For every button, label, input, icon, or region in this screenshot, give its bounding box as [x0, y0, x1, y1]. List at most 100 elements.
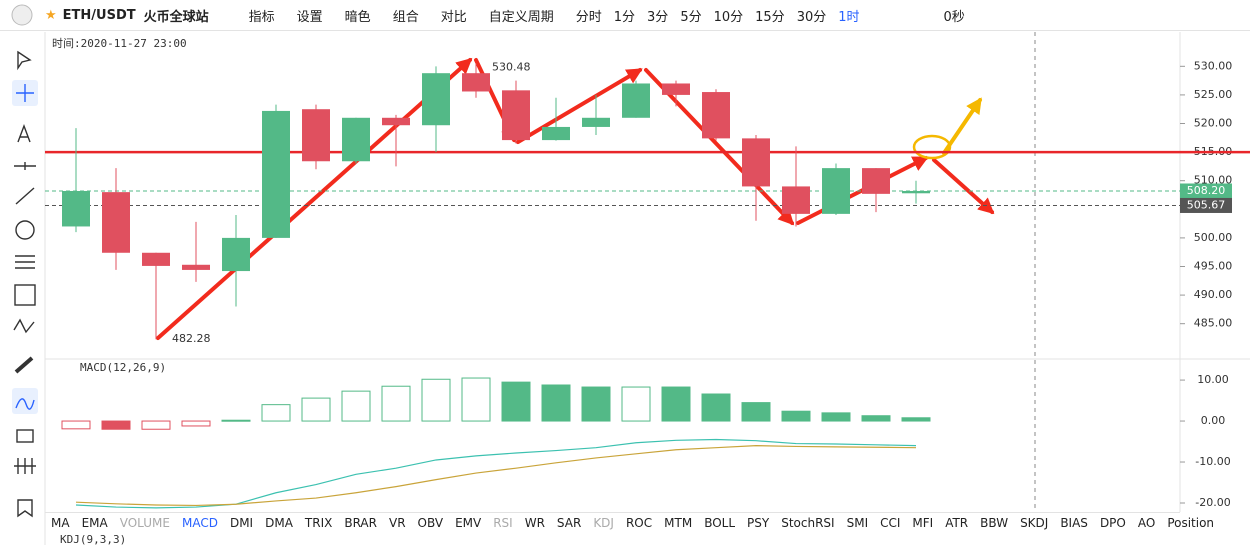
- y-tick-label: 485.00: [1194, 317, 1233, 330]
- macd-bar: [821, 412, 851, 422]
- y-tick-label: 510.00: [1194, 174, 1233, 187]
- interval[interactable]: 1分: [613, 9, 636, 25]
- text-tool[interactable]: [17, 124, 31, 143]
- ruler-tool[interactable]: [14, 356, 34, 374]
- interval[interactable]: 分时: [575, 9, 602, 25]
- indicator-tab[interactable]: KDJ: [593, 516, 614, 530]
- candle-body: [262, 110, 290, 238]
- star[interactable]: ★: [45, 7, 57, 23]
- indicator-tool[interactable]: [14, 458, 36, 474]
- cross-tool[interactable]: [16, 84, 34, 102]
- interval[interactable]: 5分: [680, 9, 702, 25]
- indicator-tab[interactable]: ROC: [625, 516, 653, 530]
- candle-body: [342, 117, 370, 162]
- cursor-tool[interactable]: [17, 50, 32, 71]
- indicator-tab[interactable]: TRIX: [304, 516, 333, 530]
- bookmark-tool[interactable]: [17, 499, 33, 518]
- toolbar-button[interactable]: 自定义周期: [488, 9, 554, 25]
- measure-tool[interactable]: [14, 284, 36, 306]
- macd-bar: [101, 420, 131, 430]
- toolbar-button[interactable]: 对比: [440, 9, 467, 25]
- macd-bar: [501, 381, 531, 422]
- fib-tool[interactable]: [15, 187, 35, 205]
- dea-line: [75, 445, 917, 507]
- toolbar-button[interactable]: 指标: [248, 9, 275, 25]
- candle-body: [782, 186, 810, 214]
- indicator-tab[interactable]: DPO: [1099, 516, 1126, 530]
- indicator-tab[interactable]: AO: [1137, 516, 1156, 530]
- interval[interactable]: 1时: [838, 9, 860, 25]
- high-label: 530.48: [492, 61, 531, 74]
- toolbar-button[interactable]: 暗色: [344, 9, 371, 25]
- indicator-tab[interactable]: SKDJ: [1020, 516, 1049, 530]
- indicator-tab[interactable]: StochRSI: [781, 516, 835, 530]
- indicator-tab[interactable]: SAR: [556, 516, 582, 530]
- toolbar-button[interactable]: 组合: [392, 9, 419, 25]
- macd-bar: [901, 417, 931, 422]
- candle-body: [662, 83, 690, 95]
- macd-bar: [61, 420, 91, 430]
- countdown: 0秒: [943, 9, 965, 25]
- line-tool[interactable]: [14, 162, 36, 170]
- candle-body: [422, 73, 450, 126]
- macd-bar: [861, 415, 891, 422]
- indicator-tab[interactable]: DMI: [229, 516, 254, 530]
- indicator-tab[interactable]: EMA: [81, 516, 108, 530]
- arrow: [942, 97, 982, 155]
- macd-bar: [541, 384, 571, 422]
- indicator-tab[interactable]: CCI: [880, 516, 901, 530]
- indicator-tab[interactable]: VOLUME: [119, 516, 170, 530]
- indicator-tab[interactable]: ATR: [945, 516, 969, 530]
- y-tick-label: 495.00: [1194, 259, 1233, 272]
- indicator-tab[interactable]: BOLL: [704, 516, 736, 530]
- indicator-tab[interactable]: BRAR: [344, 516, 377, 530]
- logo: [11, 4, 33, 25]
- indicator-tab[interactable]: OBV: [417, 516, 444, 530]
- low-label: 482.28: [172, 332, 211, 345]
- wave-tool[interactable]: [13, 318, 35, 334]
- candle-body: [222, 237, 250, 272]
- price-tag: [1180, 197, 1232, 213]
- pitchfork-tool[interactable]: [15, 255, 35, 269]
- dif-line: [75, 438, 917, 509]
- candle-body: [382, 117, 410, 126]
- macd-bar: [261, 404, 291, 422]
- interval[interactable]: 30分: [796, 9, 827, 25]
- shape-tool[interactable]: [15, 220, 35, 240]
- macd-bar: [621, 386, 651, 422]
- macd-bar: [581, 386, 611, 422]
- toolbar-button[interactable]: 设置: [296, 9, 323, 25]
- indicator-tab[interactable]: BBW: [980, 516, 1009, 530]
- indicator-tab[interactable]: EMV: [455, 516, 482, 530]
- indicator-tab[interactable]: MTM: [664, 516, 693, 530]
- candle-body: [182, 264, 210, 270]
- indicator-tab[interactable]: MACD: [181, 516, 218, 530]
- indicator-tab[interactable]: RSI: [493, 516, 513, 530]
- candle-body: [582, 117, 610, 127]
- toolbar: ★ ETH/USDT 火币全球站 指标 设置 暗色 组合 对比 自定义周期 分时 1分 3分 5…: [0, 0, 1250, 31]
- indicator-tabs: MA EMA VOLUME MACD DMI DMA TRIX BRAR VR OBV EMV RSI…: [45, 512, 1214, 533]
- indicator-tab[interactable]: MA: [51, 516, 70, 530]
- macd-bar: [381, 385, 411, 422]
- indicator-tab[interactable]: BIAS: [1060, 516, 1088, 530]
- interval[interactable]: 10分: [713, 9, 744, 25]
- y-tick-label: 525.00: [1194, 88, 1233, 101]
- indicator-tab[interactable]: DMA: [265, 516, 293, 530]
- macd-bar: [701, 393, 731, 422]
- indicator-tab[interactable]: SMI: [846, 516, 869, 530]
- arrow: [644, 68, 795, 226]
- indicator-tab[interactable]: Position: [1167, 516, 1215, 530]
- indicator-tab[interactable]: PSY: [747, 516, 770, 530]
- arrow: [156, 57, 473, 340]
- interval[interactable]: 3分: [647, 9, 669, 25]
- interval[interactable]: 15分: [755, 9, 785, 25]
- lock-tool[interactable]: [16, 429, 34, 443]
- indicator-tab[interactable]: WR: [524, 516, 545, 530]
- candle-body: [102, 192, 130, 253]
- indicator-tab[interactable]: VR: [388, 516, 406, 530]
- kdj-title: KDJ(9,3,3): [60, 533, 127, 546]
- pen-tool[interactable]: [15, 398, 35, 410]
- indicator-tab[interactable]: MFI: [912, 516, 934, 530]
- symbol[interactable]: ETH/USDT: [62, 7, 136, 23]
